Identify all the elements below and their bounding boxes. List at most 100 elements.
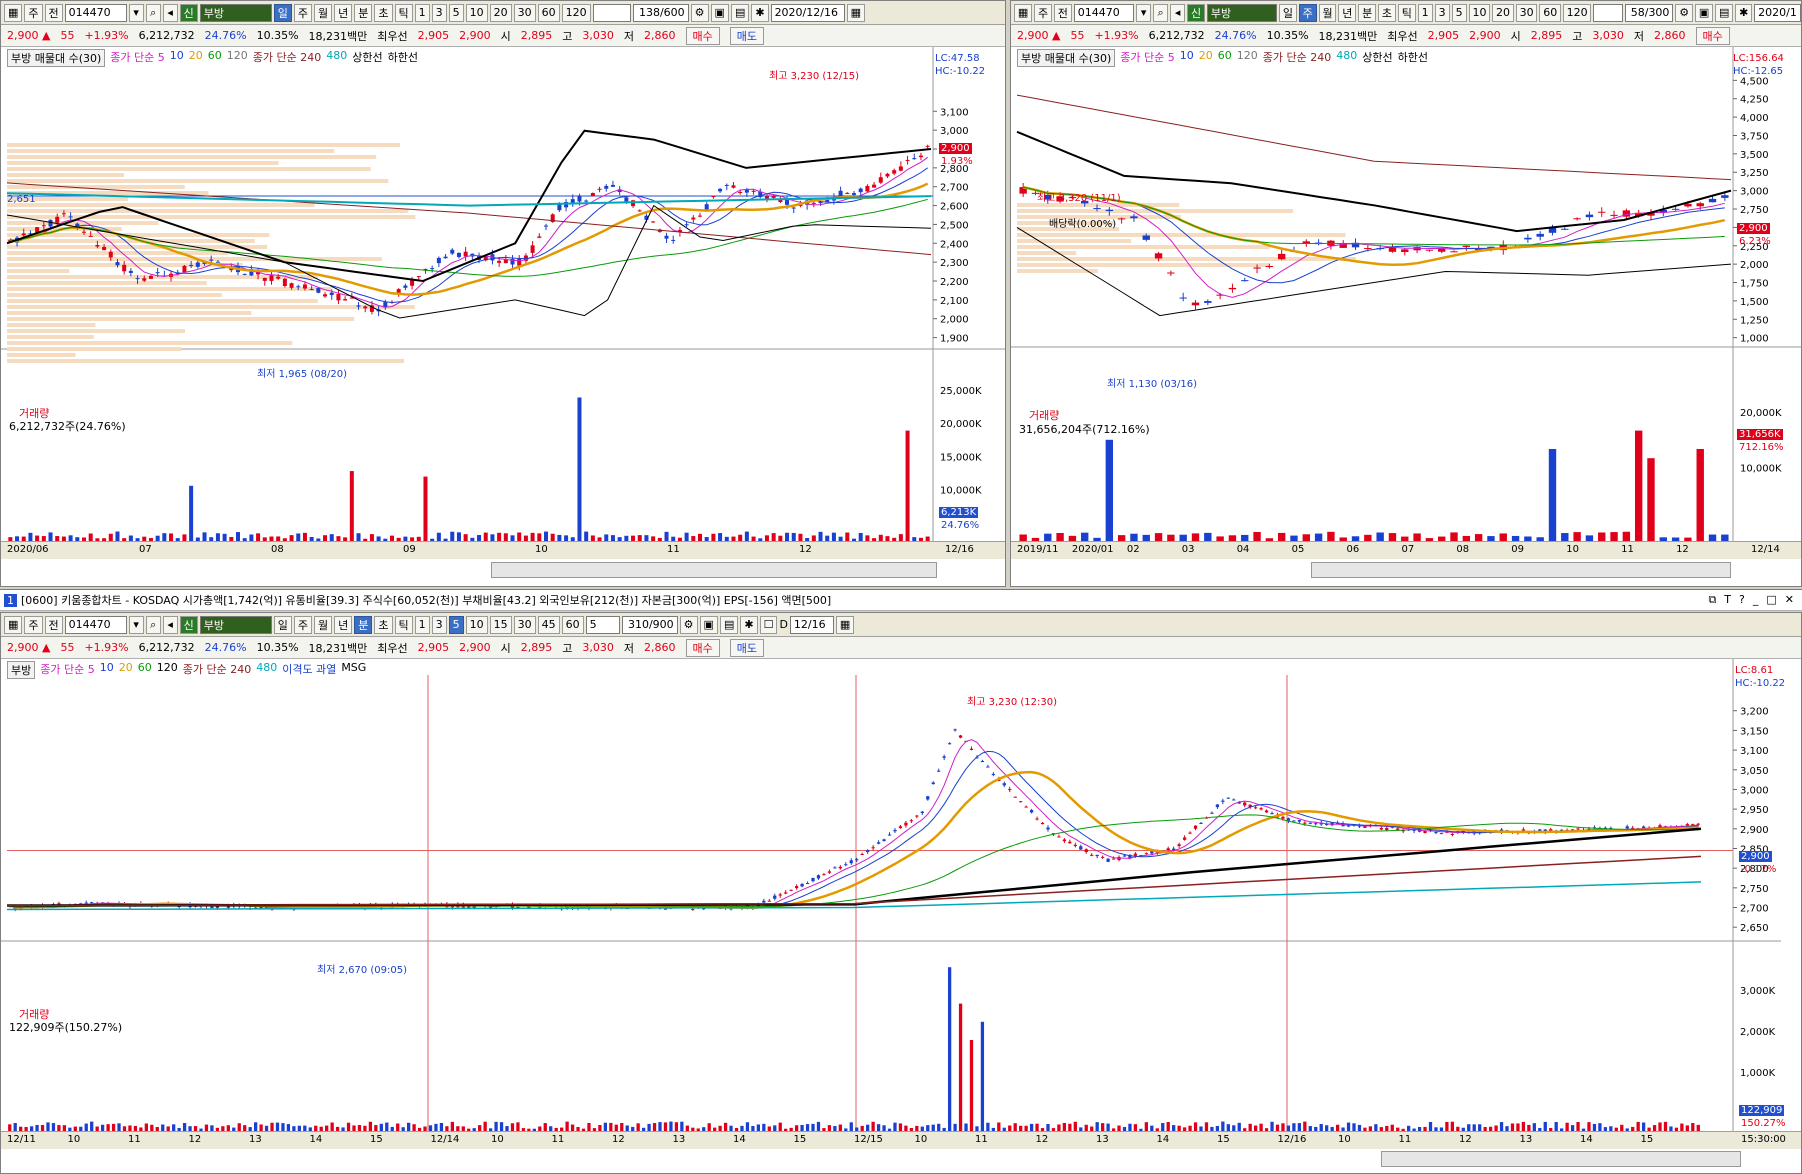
period-second[interactable]: 초 <box>374 615 393 634</box>
type-button[interactable]: 주 <box>24 615 43 634</box>
legend-ma10[interactable]: 10 <box>99 661 114 674</box>
num-60[interactable]: 60 <box>537 3 560 22</box>
speaker-icon[interactable]: ◂ <box>162 615 178 634</box>
settings-icon[interactable]: ✱ <box>1735 3 1753 22</box>
legend-ma20[interactable]: 20 <box>118 661 133 674</box>
window-maximize-icon[interactable]: □ <box>1766 593 1777 606</box>
num-1[interactable]: 1 <box>414 3 430 22</box>
legend-ma60[interactable]: 60 <box>207 49 222 62</box>
window-minimize-icon[interactable]: _ <box>1752 593 1759 606</box>
name-field[interactable]: 부방 <box>199 3 272 22</box>
num-3[interactable]: 3 <box>431 3 447 22</box>
close-icon[interactable]: ✕ <box>1784 593 1794 606</box>
panel3-time-axis[interactable]: 12/11 10 11 12 13 14 15 12/14 10 11 12 13 14 15 12/15 1… <box>1 1131 1801 1149</box>
period-year[interactable]: 년 <box>334 3 353 22</box>
period-day[interactable]: 일 <box>273 615 292 634</box>
panel2-date-axis[interactable]: 2019/11 2020/01 02 03 04 05 06 07 08 09 10 11 12 <box>1011 541 1801 559</box>
legend-ma120[interactable]: 120 <box>156 661 178 674</box>
legend-msg[interactable]: MSG <box>341 661 367 674</box>
legend-ma480[interactable]: 480 <box>256 661 278 674</box>
num-5[interactable]: 5 <box>1451 3 1467 22</box>
period-minute[interactable]: 분 <box>1358 3 1377 22</box>
period-second[interactable]: 초 <box>374 3 393 22</box>
period-custom[interactable] <box>1593 3 1623 22</box>
save-icon[interactable]: ▤ <box>730 3 750 22</box>
num-60[interactable]: 60 <box>1539 3 1561 22</box>
legend-ma60[interactable]: 60 <box>137 661 152 674</box>
period-year[interactable]: 년 <box>334 615 353 634</box>
num-3[interactable]: 3 <box>1434 3 1450 22</box>
calendar-icon[interactable]: ▦ <box>835 615 855 634</box>
settings-icon[interactable]: ✱ <box>751 3 769 22</box>
legend-ma480[interactable]: 480 <box>326 49 348 62</box>
period-year[interactable]: 년 <box>1338 3 1357 22</box>
period-day[interactable]: 일 <box>273 3 292 22</box>
prev-button[interactable]: 전 <box>1053 3 1072 22</box>
prev-button[interactable]: 전 <box>44 615 63 634</box>
period-month[interactable]: 월 <box>314 3 333 22</box>
num-3[interactable]: 3 <box>431 615 447 634</box>
period-tick[interactable]: 틱 <box>1397 3 1416 22</box>
legend-disparity[interactable]: 이격도 과열 <box>282 663 337 676</box>
legend-upper[interactable]: 상한선 <box>352 51 383 64</box>
num-1[interactable]: 1 <box>1417 3 1433 22</box>
num-60[interactable]: 60 <box>561 615 584 634</box>
legend-ma240[interactable]: 종가 단순 240 <box>1262 51 1332 64</box>
window-restore-icon[interactable]: ⧉ <box>1708 593 1717 606</box>
window-pin-icon[interactable]: T <box>1724 593 1732 606</box>
num-10[interactable]: 10 <box>1468 3 1491 22</box>
save-icon[interactable]: ▤ <box>1715 3 1734 22</box>
num-45[interactable]: 45 <box>537 615 560 634</box>
legend-ma240[interactable]: 종가 단순 240 <box>182 663 252 676</box>
legend-ma480[interactable]: 480 <box>1336 49 1358 62</box>
sell-button[interactable]: 매도 <box>729 638 765 657</box>
chevron-down-icon[interactable]: ▾ <box>128 615 144 634</box>
search-icon[interactable]: ⌕ <box>145 615 161 634</box>
num-1[interactable]: 1 <box>414 615 430 634</box>
grid-icon[interactable]: ▦ <box>1014 3 1033 22</box>
legend-ma5[interactable]: 종가 단순 5 <box>1120 51 1175 64</box>
num-15[interactable]: 15 <box>489 615 512 634</box>
gear-icon[interactable]: ⚙ <box>679 615 698 634</box>
type-button[interactable]: 주 <box>1034 3 1052 22</box>
speaker-icon[interactable]: ◂ <box>1170 3 1186 22</box>
buy-button[interactable]: 매수 <box>1695 26 1730 45</box>
period-week[interactable]: 주 <box>1298 3 1317 22</box>
num-5[interactable]: 5 <box>448 3 464 22</box>
legend-profile[interactable]: 부방 매물대 수(30) <box>1017 49 1116 67</box>
period-tick[interactable]: 틱 <box>394 3 413 22</box>
count-field[interactable]: 138/600 <box>632 3 689 22</box>
speaker-icon[interactable]: ◂ <box>162 3 178 22</box>
panel3-scrollbar[interactable] <box>1381 1151 1741 1167</box>
period-minute[interactable]: 분 <box>354 3 373 22</box>
legend-ma10[interactable]: 10 <box>1179 49 1194 62</box>
num-10[interactable]: 10 <box>465 3 488 22</box>
num-10[interactable]: 10 <box>465 615 488 634</box>
num-20[interactable]: 20 <box>1492 3 1514 22</box>
panel1-scrollbar[interactable] <box>491 562 937 578</box>
count-field[interactable]: 58/300 <box>1624 3 1674 22</box>
legend-ma5[interactable]: 종가 단순 5 <box>110 51 165 64</box>
grid-icon[interactable]: ▦ <box>4 615 23 634</box>
panel1-price-chart[interactable]: 3,100 3,000 2,900 2,800 2,700 2,600 2,500 2,400… <box>1 47 1006 587</box>
period-second[interactable]: 초 <box>1378 3 1396 22</box>
num-30[interactable]: 30 <box>513 615 536 634</box>
window-help-icon[interactable]: ? <box>1739 593 1745 606</box>
type-button[interactable]: 주 <box>24 3 43 22</box>
code-input[interactable]: 014470 <box>64 3 127 22</box>
legend-upper[interactable]: 상한선 <box>1362 51 1393 64</box>
legend-lower[interactable]: 하한선 <box>387 51 418 64</box>
code-input[interactable]: 014470 <box>64 615 127 634</box>
settings-icon[interactable]: ✱ <box>740 615 758 634</box>
legend-ma10[interactable]: 10 <box>169 49 184 62</box>
calendar-icon[interactable]: ▦ <box>846 3 865 22</box>
d-checkbox[interactable]: ☐ <box>759 615 778 634</box>
prev-button[interactable]: 전 <box>44 3 63 22</box>
legend-profile[interactable]: 부방 매물대 수(30) <box>7 49 106 67</box>
search-icon[interactable]: ⌕ <box>1153 3 1169 22</box>
code-input[interactable]: 014470 <box>1073 3 1135 22</box>
name-field[interactable]: 부방 <box>1206 3 1277 22</box>
name-field[interactable]: 부방 <box>199 615 272 634</box>
num-30[interactable]: 30 <box>1515 3 1538 22</box>
legend-stock[interactable]: 부방 <box>7 661 36 679</box>
